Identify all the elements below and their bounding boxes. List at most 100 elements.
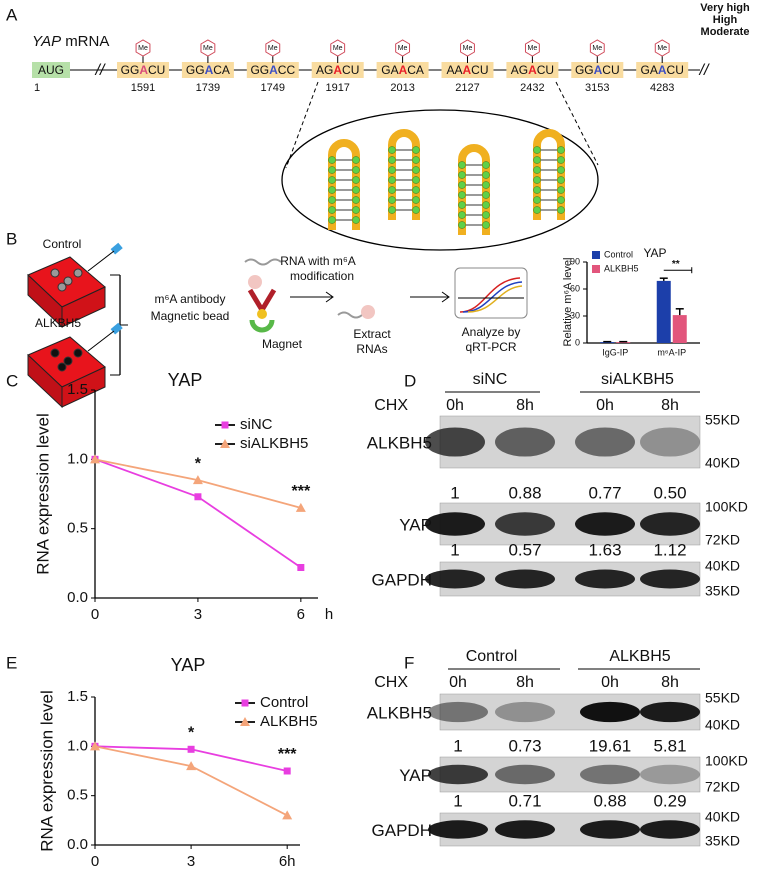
site-seq: AGACU bbox=[316, 63, 359, 77]
me-hexagon bbox=[460, 39, 475, 57]
nucleotide bbox=[328, 166, 336, 174]
me-label: Me bbox=[203, 45, 213, 52]
flask-neck bbox=[87, 250, 115, 272]
legend-swatch bbox=[592, 265, 600, 273]
quantification: 0.50 bbox=[653, 483, 686, 502]
site-box bbox=[117, 62, 169, 78]
cell bbox=[63, 356, 73, 366]
nucleotide bbox=[482, 181, 490, 189]
hairpin bbox=[328, 139, 360, 230]
nucleotide bbox=[533, 196, 541, 204]
band bbox=[495, 427, 555, 457]
me-hexagon bbox=[135, 39, 151, 57]
position: 1917 bbox=[325, 82, 349, 94]
legend-marker bbox=[220, 439, 230, 448]
step-label: Magnetic bead bbox=[151, 309, 230, 323]
site-seq: GGACC bbox=[250, 63, 295, 77]
x-tick-label: 6 bbox=[297, 606, 305, 623]
position: 2013 bbox=[390, 82, 414, 94]
quantification: 1 bbox=[450, 540, 459, 559]
band bbox=[428, 764, 488, 785]
base: CU bbox=[148, 63, 165, 77]
x-tick-label: 0 bbox=[91, 853, 99, 870]
nucleotide bbox=[482, 211, 490, 219]
time-label: 8h bbox=[661, 397, 679, 414]
band bbox=[495, 764, 555, 785]
base: AA bbox=[446, 63, 462, 77]
site-box bbox=[506, 62, 559, 78]
nucleotide bbox=[328, 186, 336, 194]
nucleotide bbox=[533, 186, 541, 194]
me-label: Me bbox=[657, 45, 667, 52]
site-box bbox=[181, 62, 234, 78]
y-tick-label: 1.5 bbox=[67, 381, 88, 398]
gene-name: YAP bbox=[32, 33, 61, 50]
band bbox=[580, 820, 640, 839]
y-tick-label: 0.0 bbox=[67, 836, 88, 853]
point bbox=[297, 563, 305, 571]
group-label: Control bbox=[43, 237, 82, 251]
band bbox=[495, 701, 555, 723]
base: A bbox=[528, 63, 537, 77]
size-marker: 35KD bbox=[705, 833, 740, 849]
cell bbox=[73, 268, 83, 278]
band bbox=[425, 427, 485, 457]
rna-icon bbox=[244, 258, 282, 266]
nucleotide bbox=[412, 206, 420, 214]
step-label: Extract bbox=[353, 327, 391, 341]
nucleotide bbox=[458, 161, 466, 169]
point bbox=[194, 493, 202, 501]
hairpin bbox=[388, 129, 420, 220]
base: CC bbox=[278, 63, 296, 77]
cell bbox=[57, 362, 67, 372]
y-tick-label: 0 bbox=[575, 337, 580, 347]
level-legend: High bbox=[713, 14, 738, 26]
y-tick-label: 0.5 bbox=[67, 520, 88, 537]
point bbox=[90, 741, 100, 751]
zoom-ellipse bbox=[281, 109, 599, 251]
position: 1739 bbox=[196, 82, 220, 94]
nucleotide bbox=[557, 166, 565, 174]
rna-bead bbox=[248, 275, 262, 289]
site-seq: GAACA bbox=[381, 63, 424, 77]
nucleotide bbox=[458, 171, 466, 179]
step-label: Analyze by bbox=[462, 325, 521, 339]
size-marker: 100KD bbox=[705, 499, 748, 515]
me-label: Me bbox=[463, 45, 473, 52]
quantification: 0.88 bbox=[593, 791, 626, 810]
position: 4283 bbox=[650, 82, 674, 94]
nucleotide bbox=[388, 176, 396, 184]
site-box bbox=[636, 62, 689, 78]
nucleotide bbox=[482, 171, 490, 179]
band bbox=[640, 764, 700, 785]
band bbox=[428, 701, 488, 723]
quantification: 1 bbox=[453, 791, 462, 810]
x-axis-label: h bbox=[325, 606, 333, 623]
chart-title: YAP bbox=[643, 246, 666, 260]
bar bbox=[656, 280, 671, 343]
position: 1591 bbox=[131, 82, 155, 94]
base: CU bbox=[471, 63, 488, 77]
size-marker: 40KD bbox=[705, 717, 740, 733]
band bbox=[640, 820, 700, 839]
panel-label: B bbox=[6, 229, 17, 248]
nucleotide bbox=[533, 156, 541, 164]
legend-swatch bbox=[592, 251, 600, 259]
y-tick-label: 1.0 bbox=[67, 450, 88, 467]
me-hexagon bbox=[524, 39, 540, 57]
point bbox=[295, 502, 306, 512]
base: GG bbox=[121, 63, 140, 77]
nucleotide bbox=[557, 176, 565, 184]
site-seq: AAACU bbox=[446, 63, 488, 77]
flask-side bbox=[61, 366, 106, 408]
y-tick-label: 1.0 bbox=[67, 737, 88, 754]
nucleotide bbox=[533, 146, 541, 154]
band bbox=[640, 569, 700, 589]
protein-label: GAPDH bbox=[372, 570, 432, 589]
antibody bbox=[247, 288, 277, 315]
protein-label: GAPDH bbox=[372, 821, 432, 840]
site-box bbox=[311, 62, 364, 78]
nucleotide bbox=[352, 186, 360, 194]
significance: *** bbox=[278, 746, 297, 763]
site-box bbox=[246, 62, 299, 78]
